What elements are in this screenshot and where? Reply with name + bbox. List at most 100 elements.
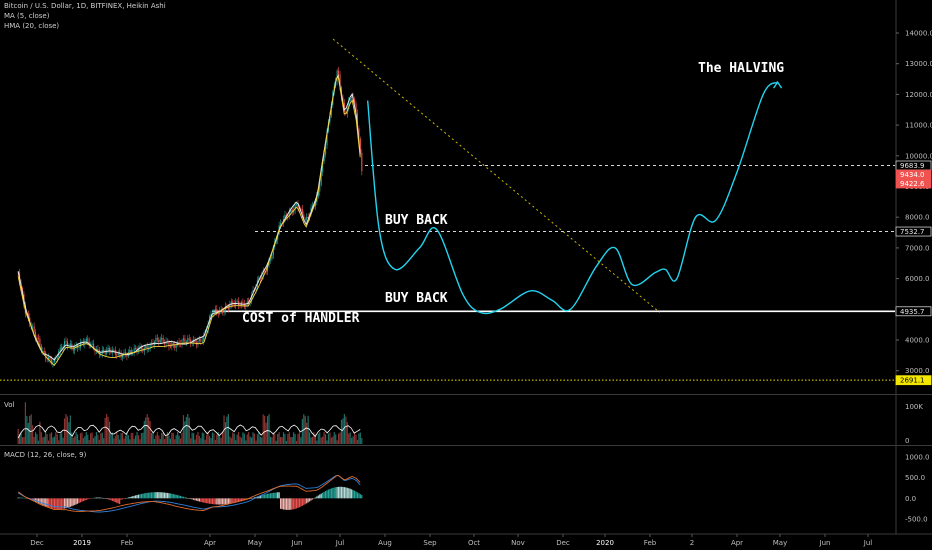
macd-histogram-bar	[253, 497, 256, 499]
volume-bar	[19, 433, 21, 444]
volume-bar	[287, 433, 289, 444]
macd-histogram-bar	[335, 487, 337, 499]
volume-bar	[336, 440, 338, 444]
time-tick-label: May	[773, 539, 787, 547]
candle-body	[223, 311, 225, 313]
macd-histogram-bar	[119, 498, 121, 505]
volume-bar	[278, 432, 280, 444]
candle-body	[359, 139, 361, 153]
candle-body	[162, 337, 164, 342]
volume-bar	[23, 437, 25, 444]
candle-body	[158, 339, 160, 343]
volume-bar	[129, 439, 131, 444]
macd-histogram-bar	[346, 487, 348, 499]
macd-histogram-bar	[127, 497, 129, 499]
volume-bar	[81, 432, 83, 444]
macd-histogram-bar	[327, 489, 330, 499]
macd-histogram-bar	[148, 492, 150, 499]
volume-bar	[245, 440, 247, 444]
macd-pane-label[interactable]: MACD (12, 26, close, 9)	[4, 451, 87, 459]
macd-histogram-bar	[297, 498, 299, 508]
price-badge-label: 9683.9	[900, 162, 925, 170]
macd-histogram-bar	[37, 498, 40, 503]
volume-bar	[277, 434, 279, 444]
macd-histogram-bar	[185, 497, 187, 499]
candle-body	[159, 339, 161, 343]
volume-bar	[32, 425, 34, 444]
volume-bar	[77, 434, 79, 444]
macd-histogram-bar	[210, 498, 212, 504]
volume-bar	[175, 435, 177, 444]
candle-body	[262, 270, 264, 276]
price-tick-label: 3000.0	[905, 367, 930, 375]
volume-bar	[213, 433, 215, 444]
macd-histogram-bar	[313, 498, 315, 499]
macd-histogram-bar	[66, 498, 69, 508]
candle-body	[116, 354, 118, 356]
macd-line	[17, 474, 361, 513]
volume-bar	[61, 432, 63, 444]
candle-body	[201, 340, 203, 342]
macd-histogram-bar	[280, 498, 282, 509]
macd-histogram-bar	[117, 498, 119, 504]
volume-pane-label[interactable]: Vol	[4, 401, 15, 409]
candle-body	[200, 338, 202, 342]
volume-bar	[72, 437, 74, 444]
volume-bar	[200, 438, 202, 444]
candle-body	[61, 347, 63, 349]
volume-bar	[166, 432, 169, 444]
macd-histogram-bar	[348, 488, 350, 499]
candle-body	[190, 339, 192, 344]
volume-bar	[222, 432, 224, 444]
volume-bar	[216, 434, 218, 444]
volume-bar	[208, 436, 211, 444]
volume-bar	[235, 440, 237, 444]
macd-histogram-bar	[39, 498, 41, 504]
macd-histogram-bar	[113, 498, 115, 502]
projection-arrowhead	[773, 80, 783, 89]
macd-histogram-bar	[259, 495, 261, 499]
macd-histogram-bar	[19, 497, 21, 499]
volume-bar	[229, 436, 231, 444]
macd-histogram-bar	[84, 498, 86, 501]
macd-histogram-bar	[36, 498, 38, 503]
volume-tick-label: 0	[905, 437, 909, 445]
symbol-legend[interactable]: Bitcoin / U.S. Dollar, 1D, BITFINEX, Hei…	[4, 2, 166, 10]
time-tick-label: Feb	[644, 539, 657, 547]
volume-bar	[36, 434, 38, 444]
macd-histogram-bar	[126, 497, 128, 499]
candle-body	[232, 301, 234, 304]
volume-bar	[119, 439, 121, 444]
candle-body	[161, 337, 163, 340]
candle-body	[107, 348, 109, 351]
volume-bar	[210, 438, 212, 444]
volume-bar	[252, 432, 254, 444]
macd-histogram-bar	[295, 498, 298, 509]
hma-legend[interactable]: HMA (20, close)	[4, 22, 60, 30]
macd-histogram-bar	[81, 498, 83, 502]
time-tick-label: 2020	[596, 539, 614, 547]
macd-histogram-bar	[219, 498, 221, 505]
macd-histogram-bar	[323, 491, 325, 499]
macd-histogram-bar	[281, 498, 283, 510]
candle-body	[271, 255, 273, 260]
candle-body	[203, 335, 205, 341]
candle-body	[288, 211, 290, 217]
macd-histogram-bar	[203, 498, 205, 503]
macd-histogram-bar	[23, 497, 25, 499]
macd-histogram-bar	[62, 498, 64, 509]
volume-bar	[155, 435, 157, 444]
macd-histogram-bar	[48, 498, 50, 508]
macd-histogram-bar	[282, 498, 285, 510]
volume-bar	[306, 422, 308, 444]
volume-bar	[148, 417, 150, 444]
price-badge-label: 9422.6	[900, 180, 925, 188]
candle-body	[37, 337, 40, 340]
ma-legend[interactable]: MA (5, close)	[4, 12, 50, 20]
macd-histogram-bar	[21, 497, 24, 499]
volume-bar	[217, 432, 219, 444]
candle-body	[230, 301, 232, 305]
volume-bar	[152, 432, 154, 444]
macd-histogram-bar	[133, 495, 135, 499]
